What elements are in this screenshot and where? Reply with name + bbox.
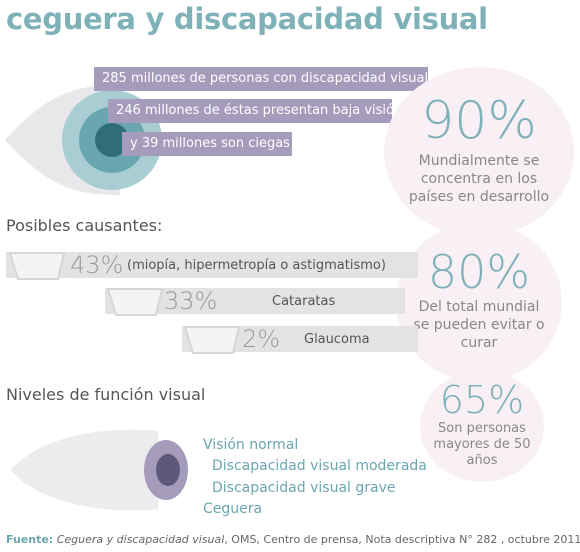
glasses-icon [183,326,241,354]
circle-80-text: Del total mundial se pueden evitar o cur… [413,299,545,351]
levels-heading: Niveles de función visual [6,385,206,404]
stat-bar-blind: y 39 millones son ciegas [122,132,292,156]
source-rest: , OMS, Centro de prensa, Nota descriptiv… [224,533,580,546]
stat-bar-total: 285 millones de personas con discapacida… [94,67,428,91]
level-blindness: Ceguera [203,501,263,517]
circle-65-text: Son personas mayores de 50 años [433,421,531,468]
glasses-icon [106,288,164,316]
eye-side-icon [10,429,188,511]
level-moderate: Discapacidad visual moderada [212,458,427,474]
circle-80-value: 80% [427,245,531,299]
cause-label-glaucoma: Glaucoma [304,332,370,347]
cause-label-cataracts: Cataratas [272,294,336,309]
cause-pct-cataracts: 33% [164,287,218,315]
circle-90-text: Mundialmente se concentra en los países … [408,153,550,205]
cause-pct-refractive: 43% [70,251,124,279]
cause-pct-glaucoma: 2% [242,325,281,353]
level-normal: Visión normal [203,437,299,453]
circle-90-value: 90% [421,91,537,151]
page-title: ceguera y discapacidad visual [6,2,488,36]
circle-65 [420,370,544,482]
stat-bar-low-vision: 246 millones de éstas presentan baja vis… [108,99,402,123]
cause-label-refractive: (miopía, hipermetropía o astigmatismo) [127,258,386,273]
circle-65-value: 65% [439,378,525,422]
circle-80 [396,222,562,382]
source-label: Fuente: [6,533,54,546]
source-title: Ceguera y discapacidad visual [56,533,225,546]
source-footer: Fuente: Ceguera y discapacidad visual, O… [6,533,580,546]
glasses-icon [8,252,66,280]
level-severe: Discapacidad visual grave [212,480,396,496]
causes-heading: Posibles causantes: [6,216,163,235]
circle-90 [384,67,574,237]
cause-bar-refractive [6,252,418,278]
